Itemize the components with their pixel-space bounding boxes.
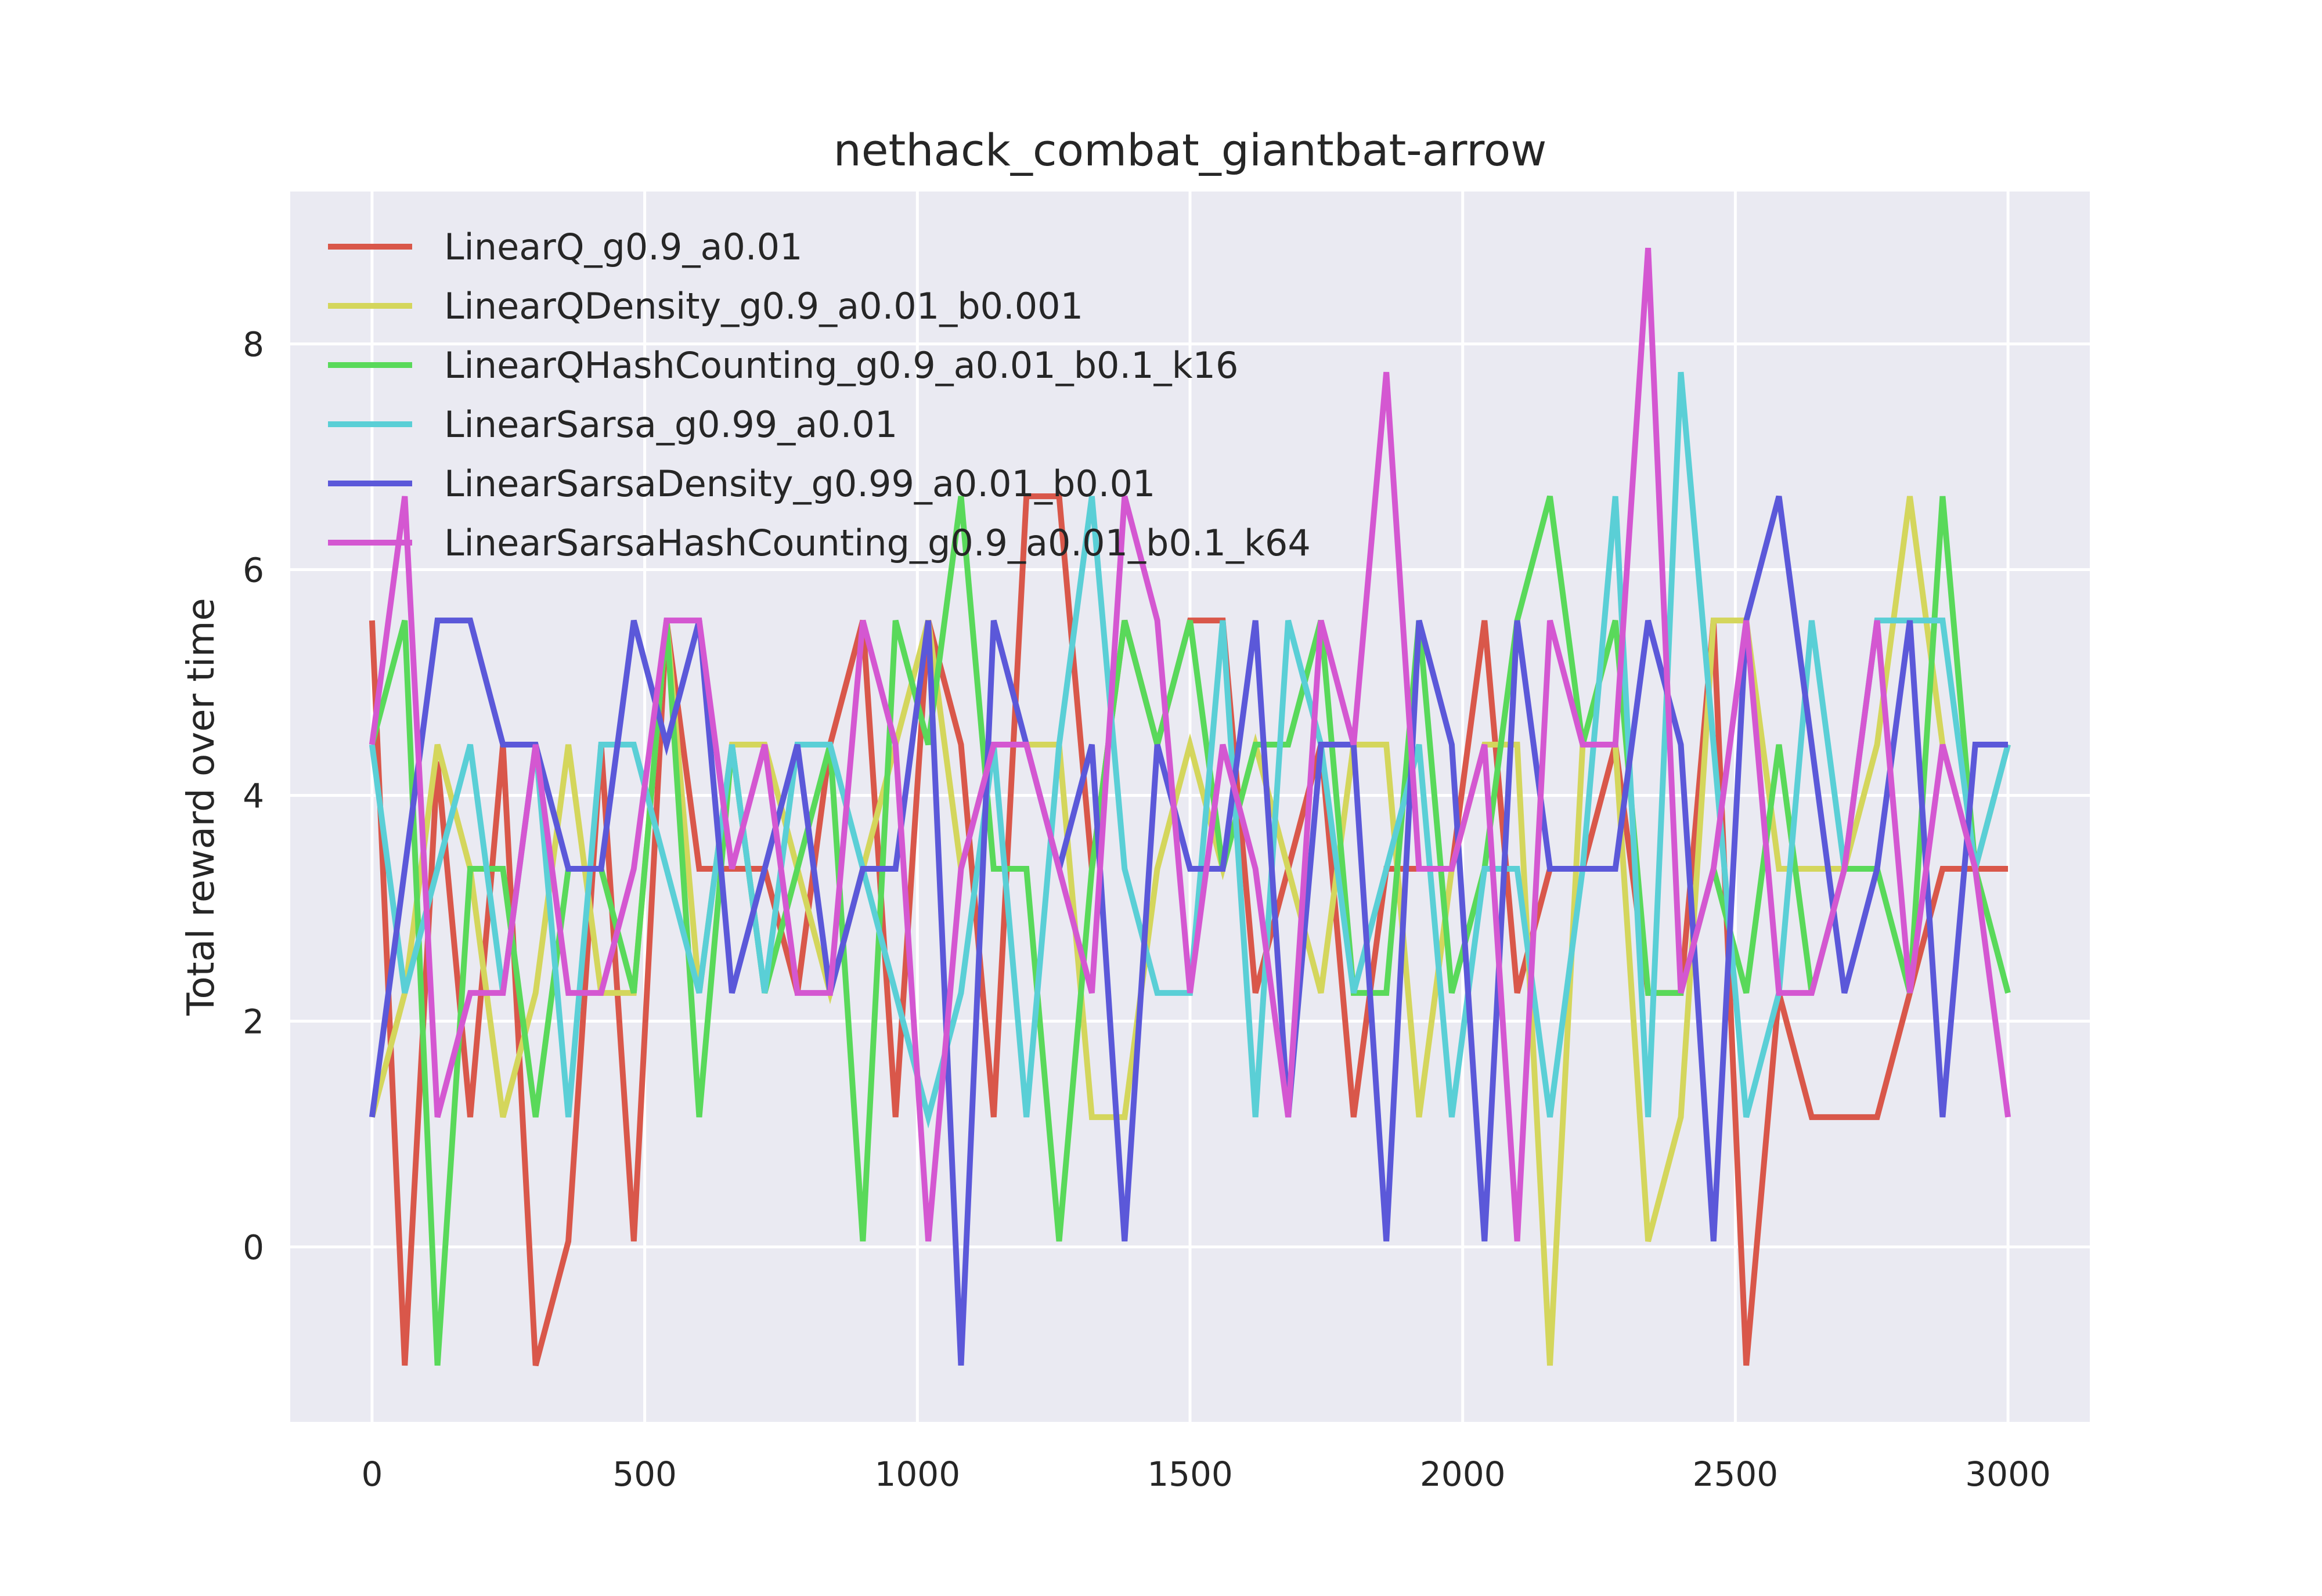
legend-label: LinearQ_g0.9_a0.01 — [444, 226, 803, 268]
chart-title: nethack_combat_giantbat-arrow — [834, 124, 1547, 176]
y-tick-label: 4 — [243, 777, 264, 816]
series-layer — [369, 247, 2011, 1367]
legend-label: LinearSarsa_g0.99_a0.01 — [444, 403, 897, 446]
series-line-6 — [369, 247, 2011, 1242]
x-tick-labels: 0 500 1000 1500 2000 2500 3000 — [361, 1454, 2050, 1494]
series-line-3 — [369, 495, 2011, 1366]
y-tick-label: 6 — [243, 551, 264, 590]
legend-label: LinearQHashCounting_g0.9_a0.01_b0.1_k16 — [444, 344, 1238, 387]
y-tick-label: 8 — [243, 325, 264, 364]
x-tick-label: 2500 — [1693, 1454, 1779, 1494]
legend-label: LinearSarsaDensity_g0.99_a0.01_b0.01 — [444, 463, 1155, 505]
y-tick-labels: 0 2 4 6 8 — [243, 325, 264, 1268]
legend-label: LinearSarsaHashCounting_g0.9_a0.01_b0.1_… — [444, 522, 1311, 564]
x-tick-label: 1000 — [874, 1454, 960, 1494]
x-tick-label: 2000 — [1420, 1454, 1506, 1494]
x-tick-label: 500 — [612, 1454, 677, 1494]
y-tick-label: 2 — [243, 1002, 264, 1042]
series-line-5 — [369, 495, 2009, 1366]
y-axis-label: Total reward over time — [180, 598, 223, 1016]
legend-label: LinearQDensity_g0.9_a0.01_b0.001 — [444, 285, 1083, 327]
legend: LinearQ_g0.9_a0.01 LinearQDensity_g0.9_a0… — [328, 226, 1311, 564]
y-tick-label: 0 — [243, 1228, 264, 1268]
x-tick-label: 3000 — [1965, 1454, 2051, 1494]
x-tick-label: 0 — [361, 1454, 383, 1494]
x-tick-label: 1500 — [1147, 1454, 1233, 1494]
